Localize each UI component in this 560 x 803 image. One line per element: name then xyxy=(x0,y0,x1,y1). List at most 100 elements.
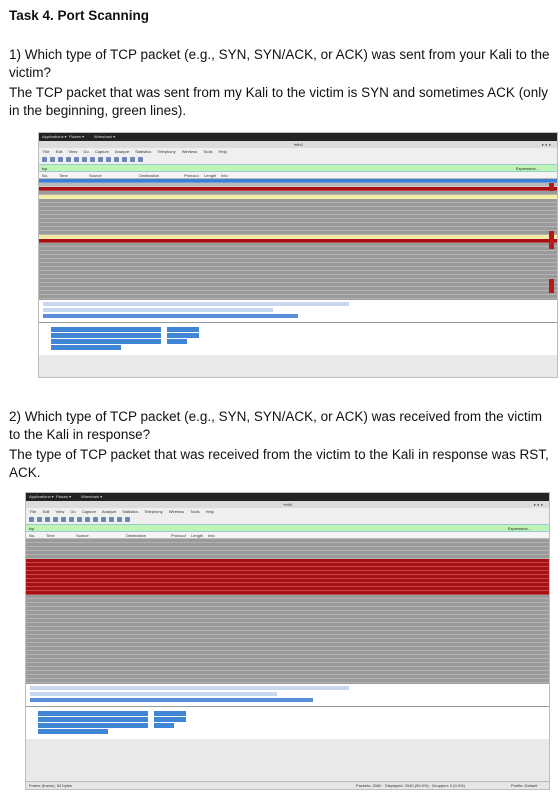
stop-capture-icon[interactable] xyxy=(50,157,55,162)
window-controls[interactable]: ● ● ● xyxy=(533,502,543,507)
table-row[interactable] xyxy=(26,555,549,559)
table-row[interactable] xyxy=(26,571,549,575)
menu-view[interactable]: View xyxy=(55,509,65,514)
table-row[interactable] xyxy=(26,539,549,543)
detail-ethernet-line[interactable] xyxy=(43,308,273,312)
col-source[interactable]: Source xyxy=(76,533,89,538)
menu-capture[interactable]: Capture xyxy=(94,149,110,154)
menu-analyze[interactable]: Analyze xyxy=(114,149,130,154)
menu-wireless[interactable]: Wireless xyxy=(181,149,198,154)
save-file-icon[interactable] xyxy=(82,157,87,162)
table-row[interactable] xyxy=(39,279,557,283)
restart-capture-icon[interactable] xyxy=(58,157,63,162)
table-row[interactable] xyxy=(39,287,557,291)
find-icon[interactable] xyxy=(106,157,111,162)
table-row[interactable] xyxy=(39,283,557,287)
status-profile[interactable]: Profile: Default xyxy=(511,783,538,788)
close-file-icon[interactable] xyxy=(90,157,95,162)
zoom-in-icon[interactable] xyxy=(130,157,135,162)
table-row[interactable] xyxy=(39,275,557,279)
col-no[interactable]: No. xyxy=(29,533,36,538)
table-row[interactable] xyxy=(26,659,549,663)
table-row[interactable] xyxy=(26,619,549,623)
col-time[interactable]: Time xyxy=(59,173,68,178)
table-row[interactable] xyxy=(26,543,549,547)
reload-icon[interactable] xyxy=(98,157,103,162)
table-row[interactable] xyxy=(39,231,557,235)
detail-tcp-line[interactable] xyxy=(43,314,298,318)
table-row[interactable] xyxy=(39,227,557,231)
packet-bytes-pane[interactable] xyxy=(39,322,557,355)
packet-list[interactable] xyxy=(39,179,557,299)
menu-edit[interactable]: Edit xyxy=(42,509,50,514)
zoom-out-icon[interactable] xyxy=(138,157,143,162)
col-destination[interactable]: Destination xyxy=(126,533,147,538)
table-row[interactable] xyxy=(26,651,549,655)
forward-icon[interactable] xyxy=(122,157,127,162)
save-file-icon[interactable] xyxy=(69,517,74,522)
menu-telephony[interactable]: Telephony xyxy=(157,149,176,154)
detail-tcp-line[interactable] xyxy=(30,698,314,702)
menu-analyze[interactable]: Analyze xyxy=(101,509,117,514)
menu-capture[interactable]: Capture xyxy=(81,509,97,514)
table-row[interactable] xyxy=(39,259,557,263)
table-row[interactable] xyxy=(26,639,549,643)
places-menu[interactable]: Places ▾ xyxy=(69,134,85,139)
table-row[interactable] xyxy=(39,251,557,255)
table-row[interactable] xyxy=(26,607,549,611)
table-row[interactable] xyxy=(39,291,557,295)
detail-frame-line[interactable] xyxy=(43,302,349,306)
table-row[interactable] xyxy=(26,591,549,595)
packet-list[interactable] xyxy=(26,539,549,683)
table-row[interactable] xyxy=(39,243,557,247)
detail-ethernet-line[interactable] xyxy=(30,692,278,696)
table-row[interactable] xyxy=(26,603,549,607)
places-menu[interactable]: Places ▾ xyxy=(56,494,72,499)
menu-file[interactable]: File xyxy=(30,509,37,514)
col-length[interactable]: Length xyxy=(204,173,217,178)
table-row[interactable] xyxy=(39,235,557,239)
applications-menu[interactable]: Applications ▾ xyxy=(42,134,67,139)
table-row[interactable] xyxy=(39,199,557,203)
back-icon[interactable] xyxy=(114,157,119,162)
menu-go[interactable]: Go xyxy=(83,149,89,154)
table-row[interactable] xyxy=(26,627,549,631)
col-time[interactable]: Time xyxy=(46,533,55,538)
table-row[interactable] xyxy=(39,179,557,183)
table-row[interactable] xyxy=(26,579,549,583)
app-name[interactable]: Wireshark ▾ xyxy=(94,134,116,139)
start-capture-icon[interactable] xyxy=(29,517,34,522)
detail-frame-line[interactable] xyxy=(30,686,350,690)
table-row[interactable] xyxy=(26,635,549,639)
menu-help[interactable]: Help xyxy=(218,149,227,154)
start-capture-icon[interactable] xyxy=(42,157,47,162)
table-row[interactable] xyxy=(39,215,557,219)
menu-file[interactable]: File xyxy=(43,149,50,154)
table-row[interactable] xyxy=(39,183,557,187)
applications-menu[interactable]: Applications ▾ xyxy=(29,494,54,499)
menu-tools[interactable]: Tools xyxy=(190,509,200,514)
menu-telephony[interactable]: Telephony xyxy=(144,509,163,514)
table-row[interactable] xyxy=(26,655,549,659)
col-destination[interactable]: Destination xyxy=(139,173,160,178)
table-row[interactable] xyxy=(39,247,557,251)
table-row[interactable] xyxy=(26,675,549,679)
table-row[interactable] xyxy=(39,195,557,199)
table-row[interactable] xyxy=(39,271,557,275)
find-icon[interactable] xyxy=(93,517,98,522)
table-row[interactable] xyxy=(26,679,549,683)
table-row[interactable] xyxy=(39,255,557,259)
table-row[interactable] xyxy=(26,583,549,587)
options-icon[interactable] xyxy=(53,517,58,522)
display-filter-input[interactable]: tcp Expression... xyxy=(26,524,549,532)
back-icon[interactable] xyxy=(101,517,106,522)
table-row[interactable] xyxy=(26,551,549,555)
table-row[interactable] xyxy=(39,267,557,271)
col-protocol[interactable]: Protocol xyxy=(184,173,199,178)
reload-icon[interactable] xyxy=(85,517,90,522)
expression-button[interactable]: Expression... xyxy=(515,166,539,171)
table-row[interactable] xyxy=(26,611,549,615)
packet-bytes-pane[interactable] xyxy=(26,706,549,739)
table-row[interactable] xyxy=(39,207,557,211)
table-row[interactable] xyxy=(26,663,549,667)
